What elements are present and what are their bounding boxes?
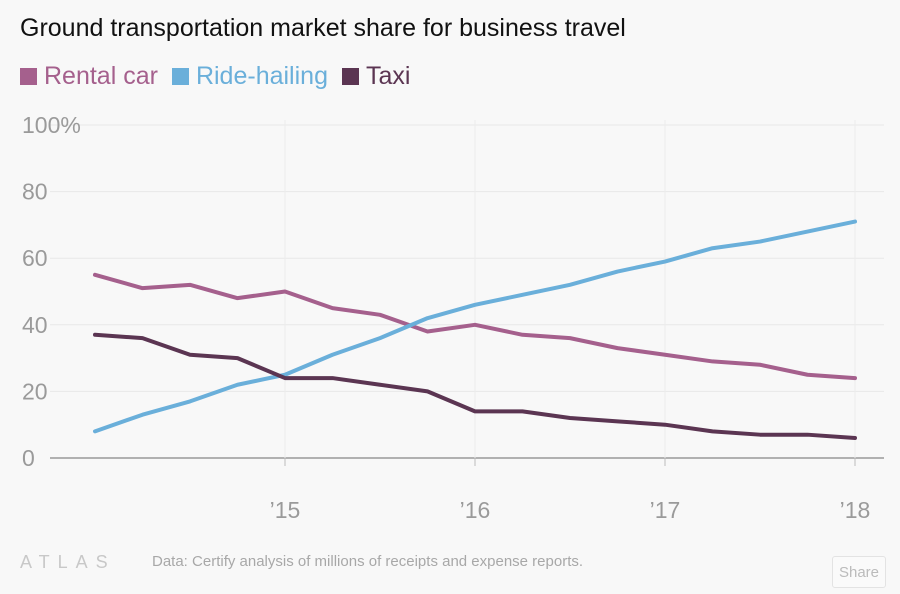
y-tick-label: 60 bbox=[22, 245, 48, 271]
legend-item-taxi: Taxi bbox=[341, 62, 411, 91]
line-chart: 0 20 40 60 80 100% ’15 ’16 ’17 ’18 bbox=[22, 112, 884, 523]
legend-swatch bbox=[171, 68, 189, 85]
x-tick-label: ’15 bbox=[270, 497, 301, 523]
legend-label: Taxi bbox=[365, 62, 411, 90]
y-tick-label: 100% bbox=[22, 112, 81, 138]
share-button[interactable]: Share bbox=[832, 556, 886, 588]
legend-label: Rental car bbox=[44, 62, 158, 90]
x-tick-label: ’18 bbox=[840, 497, 871, 523]
y-tick-label: 80 bbox=[22, 179, 48, 205]
legend-swatch bbox=[20, 68, 37, 85]
legend-item-ride-hailing: Ride-hailing bbox=[171, 62, 328, 91]
y-tick-label: 0 bbox=[22, 445, 35, 471]
chart-title: Ground transportation market share for b… bbox=[20, 14, 626, 42]
legend-label: Ride-hailing bbox=[195, 62, 328, 90]
source-note: Data: Certify analysis of millions of re… bbox=[152, 553, 584, 570]
legend: Rental car Ride-hailing Taxi bbox=[20, 62, 410, 91]
y-tick-label: 40 bbox=[22, 312, 48, 338]
atlas-logo: ATLAS bbox=[20, 552, 116, 572]
legend-item-rental-car: Rental car bbox=[20, 62, 158, 91]
x-tick-label: ’16 bbox=[460, 497, 491, 523]
legend-swatch bbox=[341, 68, 359, 85]
x-tick-label: ’17 bbox=[650, 497, 681, 523]
y-tick-label: 20 bbox=[22, 378, 48, 404]
